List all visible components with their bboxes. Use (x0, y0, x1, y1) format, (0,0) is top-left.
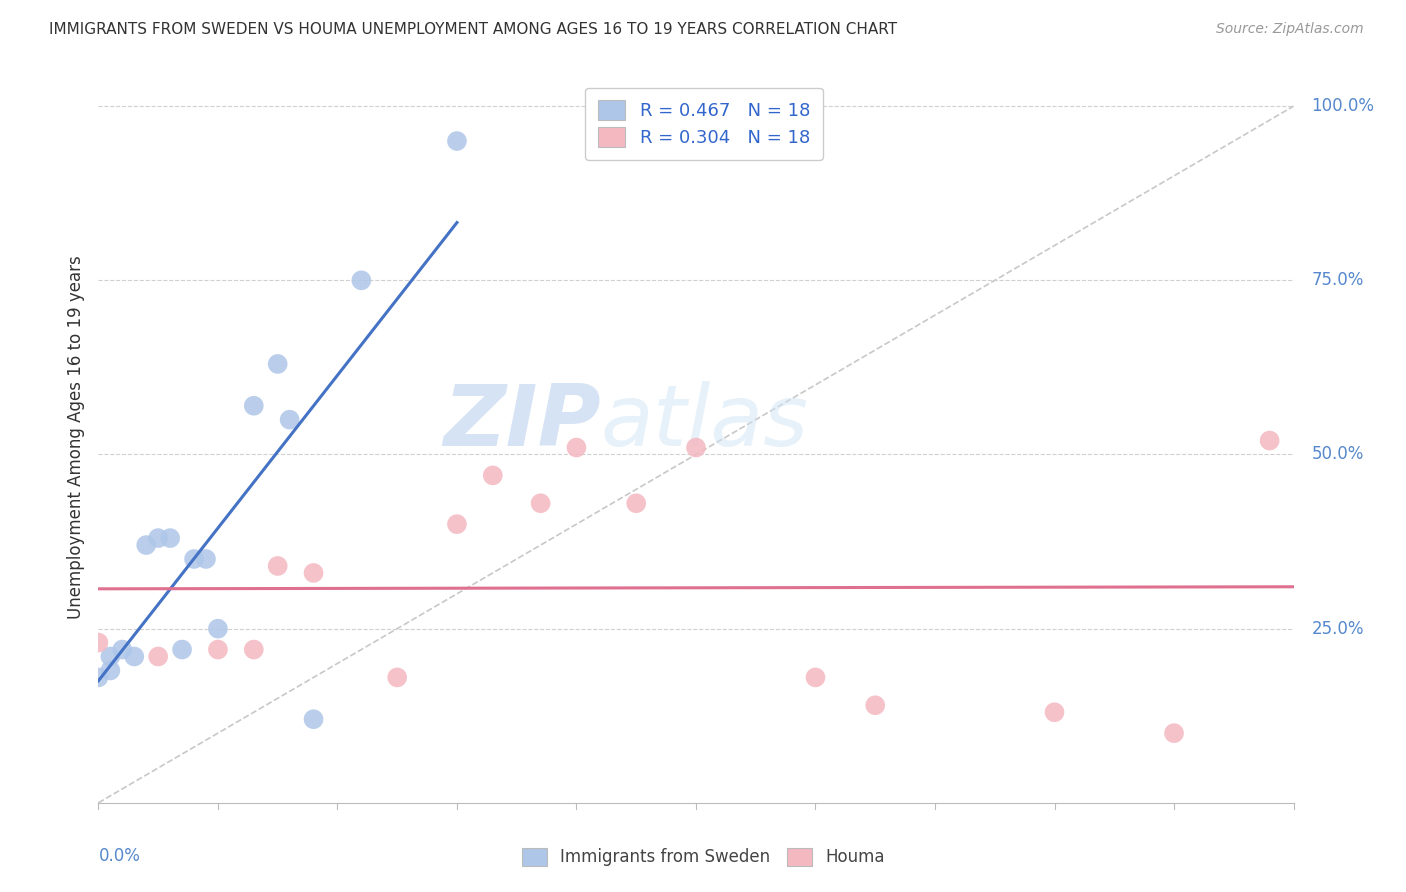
Point (446, 134, 468, 148)
Text: IMMIGRANTS FROM SWEDEN VS HOUMA UNEMPLOYMENT AMONG AGES 16 TO 19 YEARS CORRELATI: IMMIGRANTS FROM SWEDEN VS HOUMA UNEMPLOY… (49, 22, 897, 37)
Point (135, 538, 157, 552)
Point (207, 642, 229, 657)
Text: 0.0%: 0.0% (98, 847, 141, 864)
Point (148, 649, 170, 664)
Point (446, 517, 468, 532)
Point (302, 566, 325, 580)
Text: ZIP: ZIP (443, 381, 600, 464)
Point (98, 649, 122, 664)
Point (385, 670, 409, 684)
Point (124, 649, 146, 664)
Point (1043, 705, 1066, 719)
Text: 50.0%: 50.0% (1312, 445, 1364, 464)
Point (626, 496, 648, 510)
Point (565, 441, 588, 455)
Point (804, 670, 827, 684)
Point (207, 622, 229, 636)
Y-axis label: Unemployment Among Ages 16 to 19 years: Unemployment Among Ages 16 to 19 years (66, 255, 84, 619)
Point (302, 712, 325, 726)
Point (482, 468, 505, 483)
Point (159, 531, 181, 545)
Point (87, 635, 110, 649)
Point (183, 552, 205, 566)
Point (111, 642, 134, 657)
Point (530, 496, 553, 510)
Point (243, 642, 266, 657)
Point (243, 399, 266, 413)
Text: 100.0%: 100.0% (1312, 97, 1375, 115)
Point (278, 412, 301, 426)
Point (865, 698, 887, 713)
Point (87, 670, 110, 684)
Text: 75.0%: 75.0% (1312, 271, 1364, 289)
Point (98, 664, 122, 678)
Point (1258, 434, 1281, 448)
Point (148, 531, 170, 545)
Point (1163, 726, 1185, 740)
Legend: Immigrants from Sweden, Houma: Immigrants from Sweden, Houma (515, 841, 891, 873)
Point (267, 357, 290, 371)
Text: 25.0%: 25.0% (1312, 620, 1364, 638)
Legend: R = 0.467   N = 18, R = 0.304   N = 18: R = 0.467 N = 18, R = 0.304 N = 18 (585, 87, 823, 160)
Point (350, 273, 373, 287)
Point (195, 552, 218, 566)
Point (267, 558, 290, 573)
Point (685, 441, 707, 455)
Point (172, 642, 194, 657)
Text: Source: ZipAtlas.com: Source: ZipAtlas.com (1216, 22, 1364, 37)
Text: atlas: atlas (600, 381, 808, 464)
